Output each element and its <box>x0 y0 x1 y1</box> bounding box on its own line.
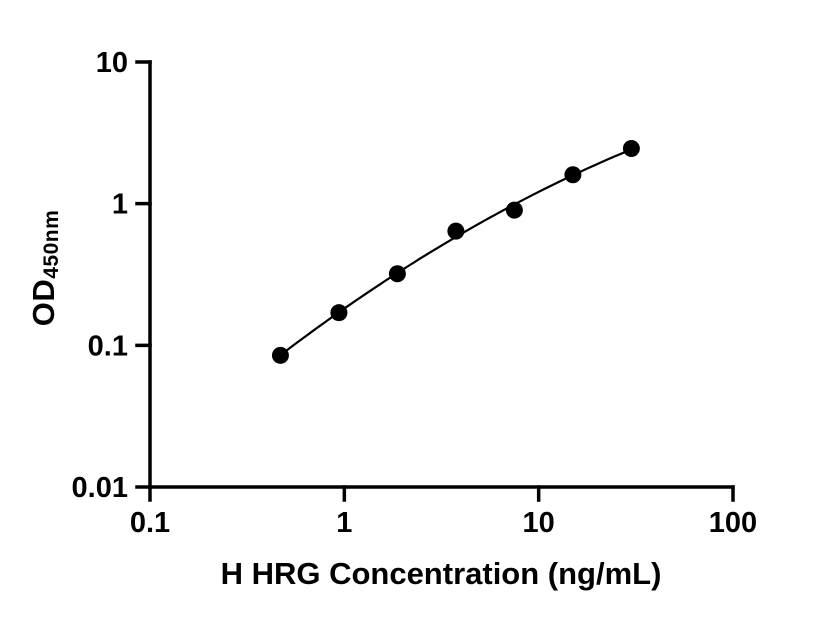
x-tick-label: 100 <box>709 507 757 539</box>
y-tick-label: 0.1 <box>88 330 128 362</box>
data-point <box>330 304 348 322</box>
data-point <box>388 265 406 283</box>
y-axis-title-main: OD <box>26 278 61 327</box>
x-tick-label: 10 <box>523 507 555 539</box>
y-tick-label: 10 <box>96 47 128 79</box>
y-axis-title-sub: 450nm <box>40 209 63 279</box>
x-tick-label: 0.1 <box>130 507 170 539</box>
data-point <box>447 222 465 240</box>
data-point <box>271 346 289 364</box>
data-point <box>564 166 582 184</box>
x-axis-title: H HRG Concentration (ng/mL) <box>220 556 662 591</box>
data-point <box>505 201 523 219</box>
x-tick-label: 1 <box>336 507 352 539</box>
y-axis-title: OD450nm <box>26 210 64 327</box>
y-tick-label: 0.01 <box>72 472 128 504</box>
data-point <box>622 140 640 158</box>
y-tick-label: 1 <box>112 189 128 221</box>
